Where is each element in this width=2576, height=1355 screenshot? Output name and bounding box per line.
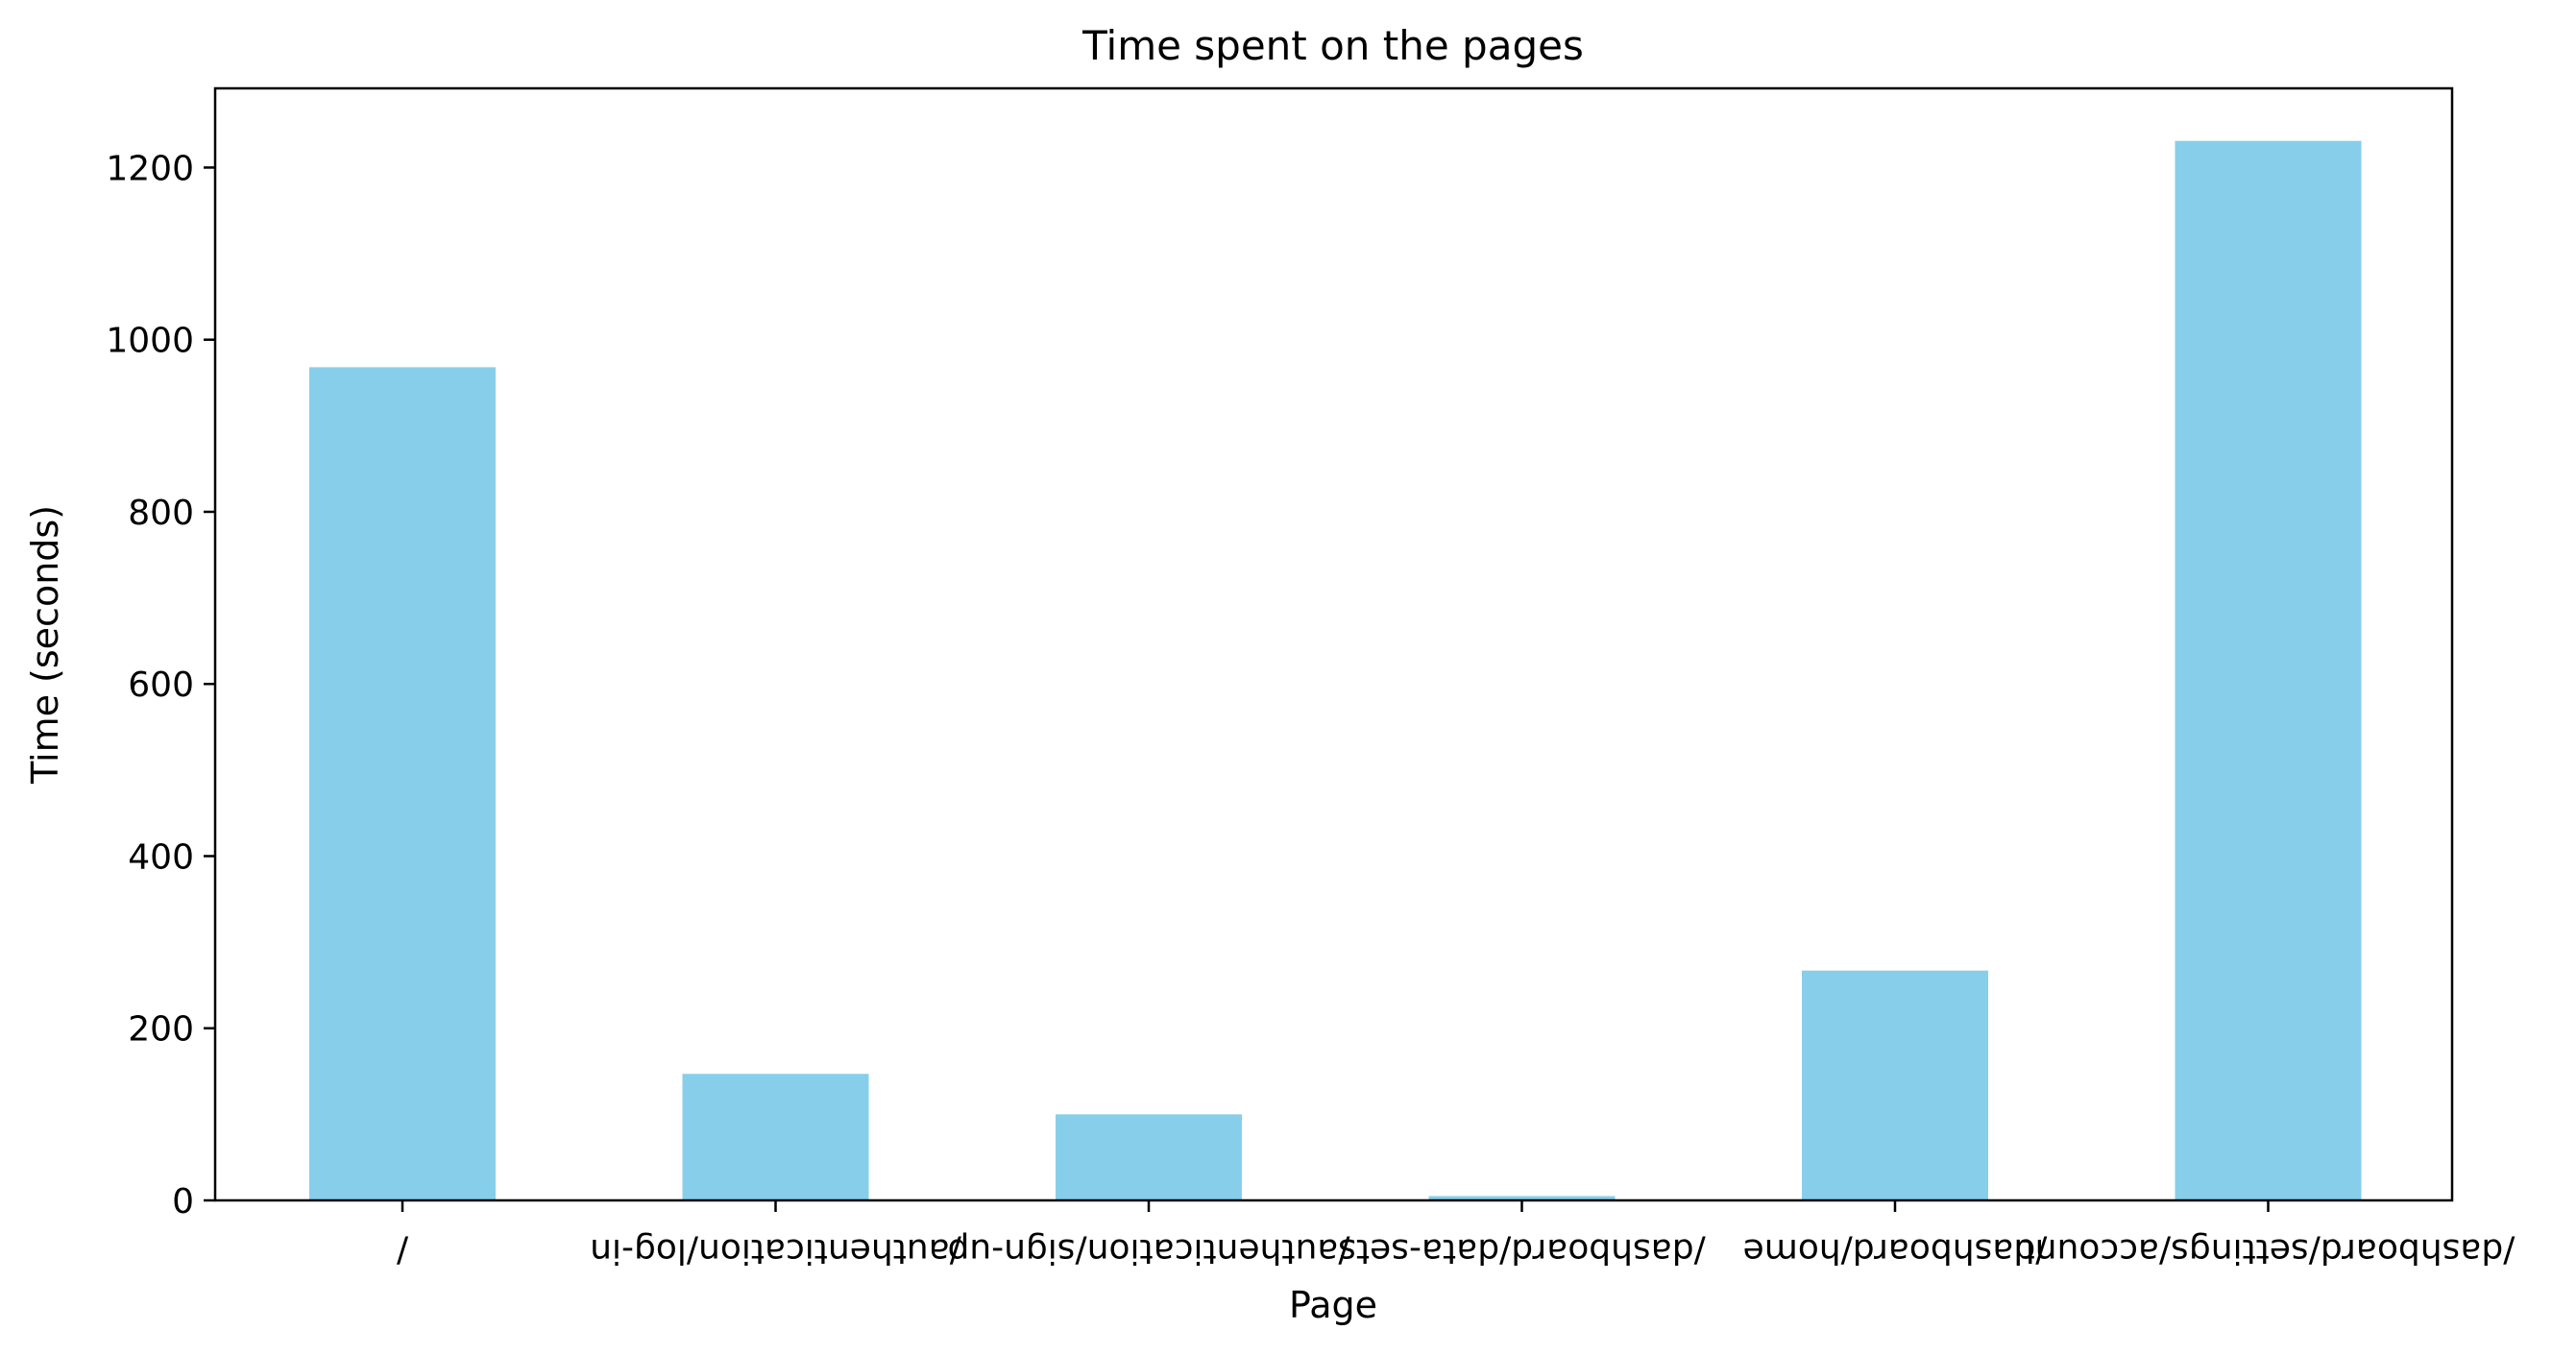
y-tick-label-5: 1000: [106, 322, 194, 361]
y-tick-label-3: 600: [128, 665, 194, 705]
bar-3: [1428, 1196, 1616, 1200]
chart-title: Time spent on the pages: [1081, 22, 1584, 69]
bar-1: [682, 1074, 869, 1200]
y-axis: 0 200 400 600 800 1000 1200: [106, 149, 215, 1222]
x-axis-label: Page: [1289, 1284, 1377, 1326]
bar-2: [1056, 1114, 1242, 1200]
y-axis-label: Time (seconds): [24, 505, 66, 785]
x-tick-label-3: /dashboard/data-sets: [1338, 1231, 1706, 1270]
x-axis: / /authentication/log-in/authentication/s…: [396, 1200, 2515, 1270]
bar-0: [309, 367, 496, 1201]
plot-frame: [213, 86, 2454, 1202]
x-tick-label-1: /authentication/log-in: [590, 1231, 961, 1270]
y-tick-label-1: 200: [128, 1010, 194, 1050]
x-tick-label-4: /dashboard/home: [1743, 1231, 2048, 1270]
bar-4: [1802, 970, 1988, 1200]
x-tick-label-2: /authentication/sign-up: [947, 1231, 1349, 1270]
x-tick-label-0: /: [396, 1231, 408, 1270]
y-tick-label-6: 1200: [106, 149, 194, 188]
bars-layer: [309, 140, 2362, 1201]
y-tick-label-2: 400: [128, 837, 194, 877]
x-tick-label-5: /dashboard/settings/account: [2022, 1231, 2515, 1270]
bar-5: [2175, 140, 2362, 1201]
y-tick-label-0: 0: [172, 1182, 194, 1222]
y-tick-label-4: 800: [128, 494, 194, 533]
